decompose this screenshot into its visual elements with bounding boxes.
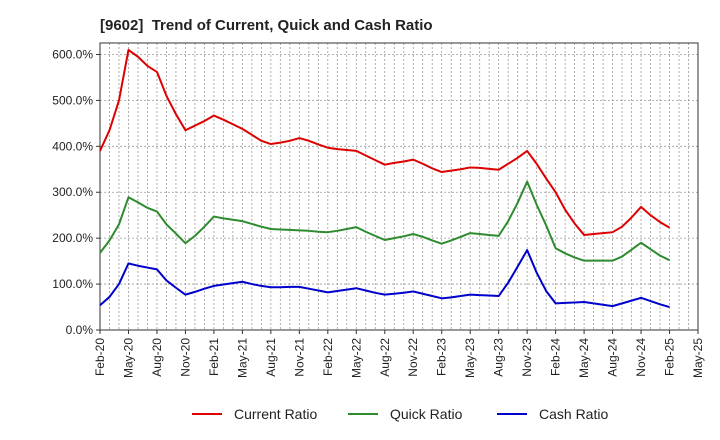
y-axis: 0.0% 100.0% 200.0% 300.0% 400.0% 500.0% 600.0%: [52, 47, 100, 337]
gridlines: [100, 43, 698, 330]
legend-label-cash-ratio: Cash Ratio: [539, 406, 608, 422]
x-tick-label: Aug-21: [264, 338, 278, 377]
x-tick-label: May-21: [235, 338, 249, 378]
x-tick-label: Aug-24: [606, 338, 620, 377]
current-ratio-line: [99, 48, 671, 236]
x-tick-label: Aug-23: [492, 338, 506, 377]
legend-label-current-ratio: Current Ratio: [234, 406, 317, 422]
y-tick-label: 600.0%: [52, 47, 93, 61]
y-tick-label: 200.0%: [52, 231, 93, 245]
series-lines: [99, 48, 671, 309]
legend-label-quick-ratio: Quick Ratio: [390, 406, 463, 422]
x-tick-label: May-23: [463, 338, 477, 378]
x-tick-label: Nov-21: [292, 338, 306, 377]
x-axis: Feb-20 May-20 Aug-20 Nov-20 Feb-21 May-21 Aug-…: [93, 330, 705, 378]
x-tick-label: Nov-20: [178, 338, 192, 377]
y-tick-label: 400.0%: [52, 139, 93, 153]
x-tick-label: Feb-20: [93, 338, 107, 376]
x-tick-label: May-24: [577, 338, 591, 378]
x-tick-label: Nov-22: [406, 338, 420, 377]
y-tick-label: 500.0%: [52, 93, 93, 107]
y-tick-label: 0.0%: [66, 323, 94, 337]
x-tick-label: Feb-25: [663, 338, 677, 376]
x-tick-label: Nov-23: [520, 338, 534, 377]
chart-title: [9602] Trend of Current, Quick and Cash …: [100, 17, 433, 34]
x-tick-label: Aug-20: [150, 338, 164, 377]
legend: Current Ratio Quick Ratio Cash Ratio: [192, 406, 608, 422]
x-tick-label: Feb-22: [321, 338, 335, 376]
y-tick-label: 100.0%: [52, 277, 93, 291]
x-tick-label: Feb-21: [207, 338, 221, 376]
x-tick-label: Nov-24: [634, 338, 648, 377]
x-tick-label: Feb-24: [549, 338, 563, 376]
x-tick-label: Aug-22: [378, 338, 392, 377]
x-tick-label: Feb-23: [435, 338, 449, 376]
quick-ratio-line: [99, 180, 670, 262]
x-tick-label: May-20: [121, 338, 135, 378]
y-tick-label: 300.0%: [52, 185, 93, 199]
plot-area: [99, 42, 699, 331]
x-tick-label: May-22: [349, 338, 363, 378]
cash-ratio-line: [99, 249, 670, 309]
x-tick-label: May-25: [691, 338, 705, 378]
